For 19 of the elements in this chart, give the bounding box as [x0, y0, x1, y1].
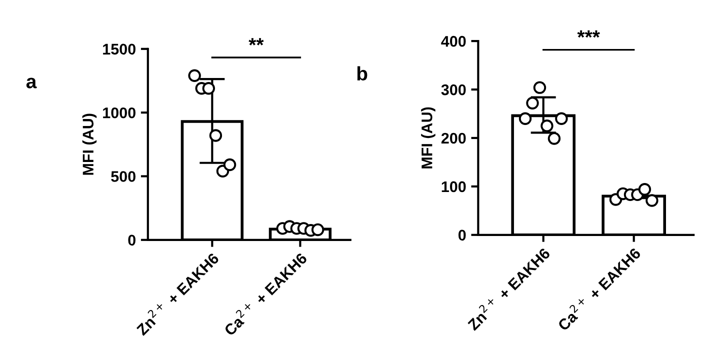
- y-tick-label: 400: [441, 36, 466, 47]
- text: a: [26, 78, 37, 88]
- x-tick-label: Zn$^{2+}$ + EAKH6: [464, 245, 551, 331]
- y-tick-label: 1500: [103, 44, 136, 55]
- y-tick-label: 0: [458, 230, 466, 241]
- x-tick-label: Ca$^{2+}$ + EAKH6: [221, 250, 308, 336]
- y-tick-label: 200: [441, 132, 466, 144]
- text: **: [248, 38, 264, 46]
- text: ***: [577, 30, 600, 38]
- text: b: [357, 66, 368, 81]
- x-tick-label: Ca$^{2+}$ + EAKH6: [555, 245, 642, 332]
- y-tick-label: 300: [441, 84, 466, 96]
- y-axis-title: MFI (AU): [82, 114, 97, 175]
- y-tick-label: 500: [111, 171, 136, 182]
- x-tick-label: Zn$^{2+}$ + EAKH6: [134, 250, 220, 336]
- y-tick-label: 1000: [103, 107, 136, 118]
- y-tick-label: 100: [442, 181, 466, 192]
- y-tick-label: 0: [128, 234, 136, 246]
- y-axis-title: MFI (AU): [421, 107, 436, 168]
